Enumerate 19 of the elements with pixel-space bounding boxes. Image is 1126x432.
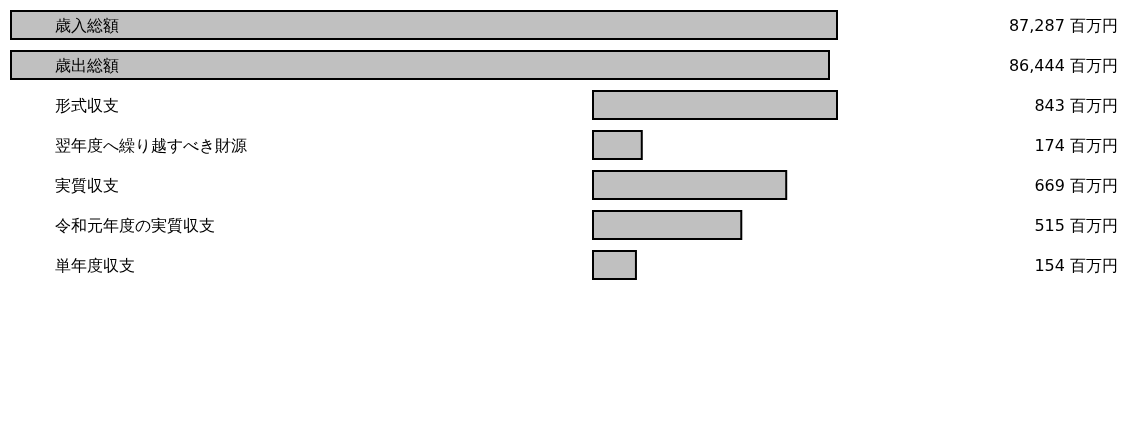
- bar: [592, 210, 743, 240]
- data-label: 86,444 百万円: [1008, 55, 1118, 75]
- y-tick-label: 単年度収支: [55, 255, 135, 275]
- y-tick-label: 歳入総額: [55, 15, 119, 35]
- data-label: 669 百万円: [1034, 175, 1118, 195]
- y-tick-label: 実質収支: [55, 175, 119, 195]
- y-tick-label: 令和元年度の実質収支: [55, 215, 215, 235]
- data-label: 87,287 百万円: [1008, 15, 1118, 35]
- bar: [592, 130, 643, 160]
- y-tick-label: 翌年度へ繰り越すべき財源: [55, 135, 247, 155]
- data-label: 515 百万円: [1034, 215, 1118, 235]
- y-tick-label: 形式収支: [55, 95, 119, 115]
- data-label: 154 百万円: [1034, 255, 1118, 275]
- bar: [592, 90, 838, 120]
- bar: [592, 170, 788, 200]
- bar: [592, 250, 637, 280]
- data-label: 843 百万円: [1034, 95, 1118, 115]
- y-tick-label: 歳出総額: [55, 55, 119, 75]
- data-label: 174 百万円: [1034, 135, 1118, 155]
